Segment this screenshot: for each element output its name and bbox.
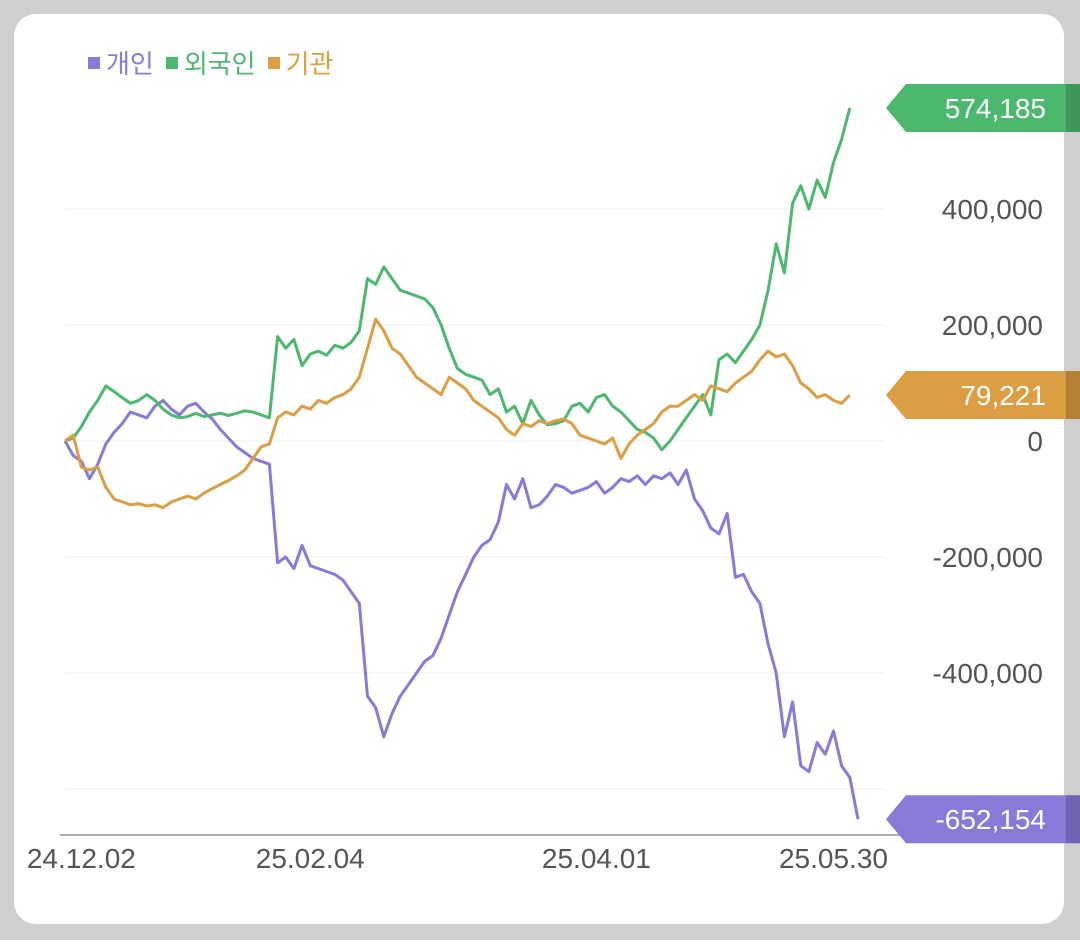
end-badge-edge-individual [1066, 795, 1080, 844]
legend-label-institution: 기관 [285, 50, 334, 80]
legend-swatch-institution [267, 56, 280, 69]
legend-label-foreign: 외국인 [183, 50, 256, 80]
legend-label-individual: 개인 [106, 50, 154, 80]
end-badge-edge-institution [1066, 371, 1080, 420]
x-tick-label-1: 25.02.04 [256, 843, 365, 874]
y-tick-label-0: 400,000 [942, 194, 1043, 225]
x-tick-label-2: 25.04.01 [542, 843, 651, 874]
y-tick-label-3: -200,000 [932, 542, 1043, 573]
chart-card [14, 14, 1064, 924]
end-badge-foreign [886, 83, 1080, 132]
y-tick-label-4: -400,000 [932, 658, 1043, 689]
legend-swatch-foreign [165, 56, 178, 69]
end-label-individual: -652,154 [935, 804, 1046, 835]
y-tick-label-1: 200,000 [942, 310, 1043, 341]
end-badge-institution [886, 371, 1080, 420]
series-line-foreign [64, 107, 852, 452]
legend-item-foreign[interactable]: 외국인 [165, 44, 256, 81]
x-tick-label-0: 24.12.02 [27, 843, 136, 874]
end-badge-individual [886, 795, 1080, 844]
end-label-foreign: 574,185 [945, 93, 1046, 124]
legend-swatch-individual [88, 56, 100, 69]
end-label-institution: 79,221 [960, 380, 1046, 411]
y-tick-label-2: 0 [1027, 426, 1043, 457]
end-badge-edge-foreign [1066, 83, 1080, 132]
x-tick-label-3: 25.05.30 [779, 843, 888, 874]
series-line-institution [64, 317, 851, 510]
legend-item-institution[interactable]: 기관 [267, 44, 334, 81]
legend-item-individual[interactable]: 개인 [88, 44, 154, 81]
series-line-individual [63, 398, 860, 820]
legend: 개인 외국인 기관 [88, 44, 333, 81]
